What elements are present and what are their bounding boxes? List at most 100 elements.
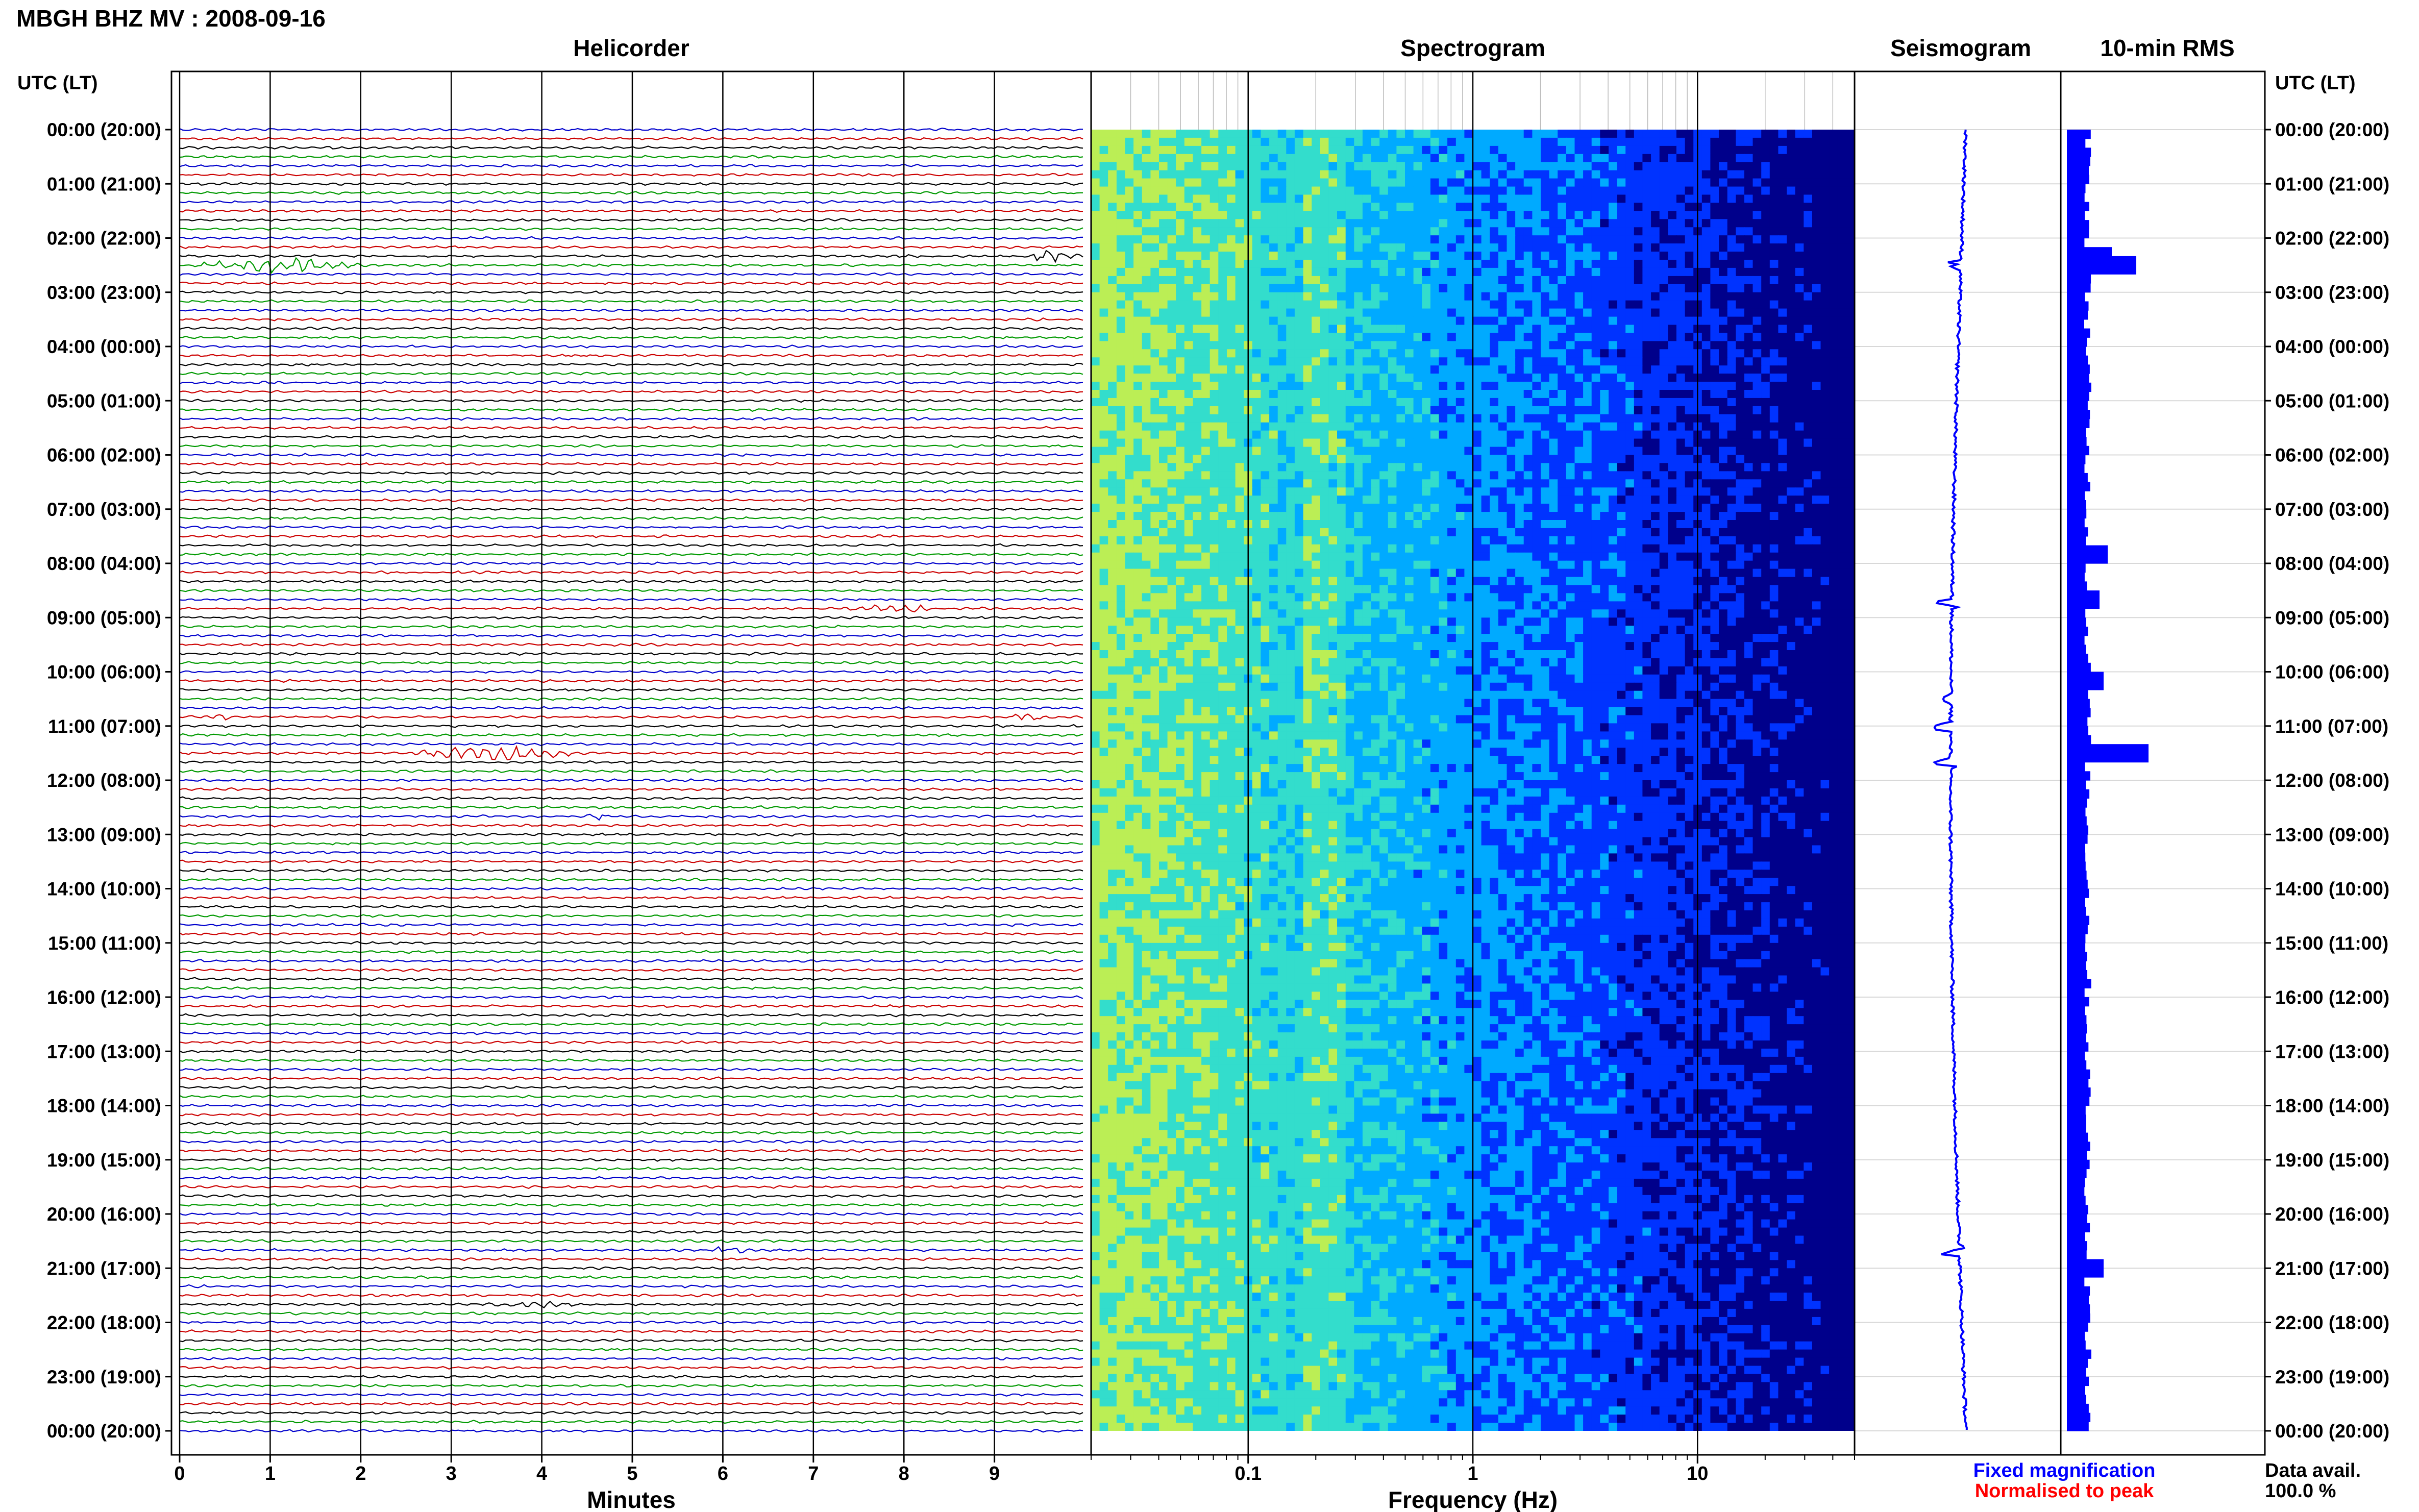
helicorder-trace-row xyxy=(179,326,1083,331)
spectrogram-cell xyxy=(1286,365,1295,374)
spectrogram-cell xyxy=(1210,252,1219,260)
spectrogram-cell xyxy=(1176,471,1185,480)
spectrogram-cell xyxy=(1150,406,1159,415)
spectrogram-cell xyxy=(1286,235,1295,244)
spectrogram-cell xyxy=(1447,365,1457,374)
spectrogram-cell xyxy=(1320,487,1329,496)
spectrogram-cell xyxy=(1252,430,1262,439)
spectrogram-cell xyxy=(1609,170,1618,179)
spectrogram-cell xyxy=(1795,390,1804,399)
spectrogram-cell xyxy=(1634,349,1643,358)
spectrogram-cell xyxy=(1719,243,1728,252)
spectrogram-cell xyxy=(1490,154,1499,163)
spectrogram-cell xyxy=(1701,357,1711,366)
spectrogram-cell xyxy=(1108,552,1117,561)
spectrogram-cell xyxy=(1634,154,1643,163)
spectrogram-cell xyxy=(1736,422,1745,431)
spectrogram-cell xyxy=(1345,414,1355,423)
spectrogram-cell xyxy=(1227,471,1236,480)
spectrogram-cell xyxy=(1804,203,1813,212)
spectrogram-cell xyxy=(1176,325,1185,334)
spectrogram-cell xyxy=(1286,162,1295,171)
spectrogram-cell xyxy=(1795,194,1804,204)
spectrogram-cell xyxy=(1837,357,1847,366)
spectrogram-cell xyxy=(1261,137,1270,146)
spectrogram-cell xyxy=(1235,479,1244,488)
spectrogram-cell xyxy=(1744,211,1754,220)
helicorder-minute-gridlines xyxy=(179,71,995,1455)
spectrogram-cell xyxy=(1761,219,1770,228)
spectrogram-cell xyxy=(1439,463,1448,472)
spectrogram-cell xyxy=(1396,438,1405,448)
spectrogram-cell xyxy=(1719,267,1728,277)
spectrogram-cell xyxy=(1566,390,1575,399)
spectrogram-cell xyxy=(1312,552,1321,561)
spectrogram-cell xyxy=(1846,520,1855,529)
spectrogram-cell xyxy=(1252,300,1262,309)
spectrogram-cell xyxy=(1201,276,1211,285)
spectrogram-cell xyxy=(1515,178,1524,187)
spectrogram-cell xyxy=(1388,170,1397,179)
spectrogram-cell xyxy=(1371,471,1380,480)
spectrogram-cell xyxy=(1439,349,1448,358)
spectrogram-cell xyxy=(1193,374,1202,382)
spectrogram-cell xyxy=(1701,414,1711,423)
spectrogram-cell xyxy=(1320,145,1329,155)
spectrogram-cell xyxy=(1481,544,1490,553)
spectrogram-cell xyxy=(1142,552,1151,561)
spectrogram-cell xyxy=(1227,528,1236,537)
spectrogram-cell xyxy=(1150,447,1159,456)
spectrogram-cell xyxy=(1634,536,1643,545)
spectrogram-cell xyxy=(1736,463,1745,472)
helicorder-trace-row xyxy=(179,200,1083,204)
spectrogram-cell xyxy=(1727,349,1737,358)
helicorder-trace-row xyxy=(179,191,1083,195)
spectrogram-cell xyxy=(1091,422,1100,431)
spectrogram-cell xyxy=(1235,333,1244,342)
spectrogram-cell xyxy=(1752,374,1762,382)
spectrogram-cell xyxy=(1583,227,1592,236)
spectrogram-cell xyxy=(1744,203,1754,212)
spectrogram-cell xyxy=(1286,349,1295,358)
spectrogram-cell xyxy=(1413,438,1422,448)
spectrogram-cell xyxy=(1719,520,1728,529)
spectrogram-cell xyxy=(1142,243,1151,252)
spectrogram-cell xyxy=(1532,276,1541,285)
spectrogram-cell xyxy=(1685,406,1694,415)
spectrogram-cell xyxy=(1261,186,1270,195)
spectrogram-cell xyxy=(1795,178,1804,187)
spectrogram-cell xyxy=(1719,292,1728,301)
spectrogram-cell xyxy=(1201,186,1211,195)
spectrogram-cell xyxy=(1685,186,1694,195)
spectrogram-cell xyxy=(1829,154,1838,163)
spectrogram-cell xyxy=(1320,455,1329,464)
spectrogram-cell xyxy=(1787,382,1796,390)
spectrogram-cell xyxy=(1804,316,1813,326)
spectrogram-cell xyxy=(1507,267,1516,277)
spectrogram-cell xyxy=(1651,162,1660,171)
spectrogram-cell xyxy=(1430,430,1440,439)
spectrogram-cell xyxy=(1795,235,1804,244)
spectrogram-cell xyxy=(1829,430,1838,439)
spectrogram-cell xyxy=(1379,316,1389,326)
spectrogram-cell xyxy=(1820,520,1830,529)
spectrogram-cell xyxy=(1261,463,1270,472)
spectrogram-cell xyxy=(1277,243,1287,252)
spectrogram-cell xyxy=(1413,512,1422,520)
spectrogram-cell xyxy=(1591,365,1601,374)
spectrogram-cell xyxy=(1379,252,1389,260)
spectrogram-cell xyxy=(1201,390,1211,399)
spectrogram-cell xyxy=(1396,520,1405,529)
helicorder-trace-row xyxy=(179,1121,1083,1126)
spectrogram-cell xyxy=(1455,455,1465,464)
spectrogram-cell xyxy=(1286,512,1295,520)
spectrogram-cell xyxy=(1422,292,1431,301)
spectrogram-cell xyxy=(1201,235,1211,244)
spectrogram-cell xyxy=(1846,438,1855,448)
spectrogram-cell xyxy=(1617,406,1626,415)
spectrogram-cell xyxy=(1583,398,1592,407)
spectrogram-cell xyxy=(1286,544,1295,553)
spectrogram-cell xyxy=(1752,349,1762,358)
spectrogram-cell xyxy=(1116,520,1126,529)
spectrogram-cell xyxy=(1150,211,1159,220)
